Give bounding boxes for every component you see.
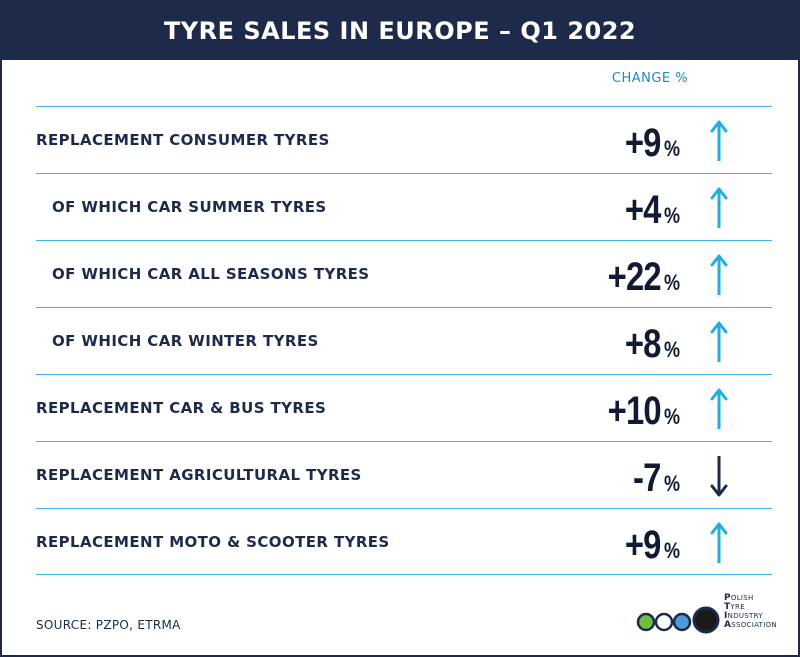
arrow-head — [710, 120, 728, 133]
change-column-label: CHANGE % — [611, 71, 689, 86]
arrow-up-icon — [710, 388, 728, 429]
percent-unit: % — [664, 337, 681, 362]
change-number: +22 — [607, 255, 661, 299]
percent-unit: % — [664, 270, 681, 295]
row-value: +9 % — [617, 523, 684, 568]
arrow-up-icon — [710, 187, 728, 228]
arrow-up-icon — [710, 522, 728, 563]
arrow-head — [710, 187, 728, 200]
arrow-head — [710, 254, 728, 267]
arrow-up-icon — [710, 120, 728, 161]
table-row: REPLACEMENT AGRICULTURAL TYRES -7 % — [36, 441, 772, 508]
percent-unit: % — [664, 136, 681, 161]
row-value: +10 % — [596, 389, 684, 434]
row-label: OF WHICH CAR WINTER TYRES — [52, 332, 319, 350]
table-row: REPLACEMENT CAR & BUS TYRES +10 % — [36, 374, 772, 441]
row-label: REPLACEMENT CAR & BUS TYRES — [36, 399, 327, 417]
logo-circle-green — [636, 612, 656, 632]
arrow-head — [710, 484, 728, 497]
table-row: OF WHICH CAR ALL SEASONS TYRES +22 % — [36, 240, 772, 307]
table-row: OF WHICH CAR WINTER TYRES +8 % — [36, 307, 772, 374]
logo-circles-icon — [636, 606, 720, 634]
change-number: +10 — [607, 389, 661, 433]
source-note: SOURCE: PZPO, ETRMA — [36, 618, 181, 632]
logo-line: INDUSTRY — [724, 611, 763, 621]
sales-table: REPLACEMENT CONSUMER TYRES +9 % OF WHICH… — [36, 106, 772, 575]
percent-unit: % — [664, 538, 681, 563]
row-value: +8 % — [617, 322, 684, 367]
logo-line: ASSOCIATION — [724, 620, 777, 630]
logo-circle-blue — [672, 612, 692, 632]
row-label: REPLACEMENT MOTO & SCOOTER TYRES — [36, 533, 390, 551]
page-title: TYRE SALES IN EUROPE – Q1 2022 — [163, 17, 637, 45]
change-number: +9 — [624, 523, 662, 567]
row-label: OF WHICH CAR ALL SEASONS TYRES — [52, 265, 370, 283]
row-value: +9 % — [617, 121, 684, 166]
change-number: +8 — [624, 322, 662, 366]
logo-wordmark: POLISH TYRE INDUSTRY ASSOCIATION — [724, 594, 777, 630]
row-value: +4 % — [617, 188, 684, 233]
change-number: -7 — [632, 456, 661, 500]
header-bar: TYRE SALES IN EUROPE – Q1 2022 — [2, 2, 798, 60]
percent-unit: % — [664, 471, 681, 496]
arrow-head — [710, 522, 728, 535]
arrow-up-icon — [710, 321, 728, 362]
logo-circle-black — [692, 606, 720, 634]
percent-unit: % — [664, 203, 681, 228]
ptia-logo: POLISH TYRE INDUSTRY ASSOCIATION — [636, 594, 777, 642]
arrow-head — [710, 321, 728, 334]
arrow-down-icon — [710, 456, 728, 497]
table-row: REPLACEMENT MOTO & SCOOTER TYRES +9 % — [36, 508, 772, 575]
change-number: +4 — [624, 188, 662, 232]
row-label: REPLACEMENT AGRICULTURAL TYRES — [36, 466, 362, 484]
row-label: REPLACEMENT CONSUMER TYRES — [36, 131, 330, 149]
arrow-up-icon — [710, 254, 728, 295]
arrow-head — [710, 388, 728, 401]
logo-circle-white — [654, 612, 674, 632]
row-value: -7 % — [627, 456, 684, 501]
logo-line: POLISH — [724, 593, 754, 603]
table-row: REPLACEMENT CONSUMER TYRES +9 % — [36, 106, 772, 173]
table-row: OF WHICH CAR SUMMER TYRES +4 % — [36, 173, 772, 240]
percent-unit: % — [664, 404, 681, 429]
row-value: +22 % — [596, 255, 684, 300]
change-number: +9 — [624, 121, 662, 165]
row-label: OF WHICH CAR SUMMER TYRES — [52, 198, 327, 216]
logo-line: TYRE — [724, 602, 745, 612]
